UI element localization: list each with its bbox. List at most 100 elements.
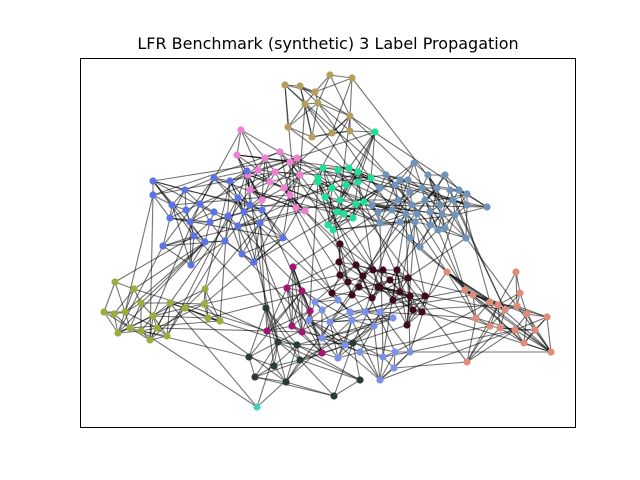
node-mint: [333, 208, 341, 216]
node-steel: [451, 211, 459, 219]
node-steel: [368, 201, 376, 209]
node-pink: [254, 166, 262, 174]
node-salmon: [523, 310, 531, 318]
node-olive: [137, 327, 145, 335]
node-periwinkle: [376, 308, 384, 316]
edge: [304, 103, 350, 169]
edge: [254, 365, 275, 378]
edge: [351, 77, 438, 189]
edge: [193, 235, 267, 309]
edge: [203, 303, 221, 322]
node-darkred: [344, 278, 352, 286]
node-darkred: [352, 261, 360, 269]
node-pink: [266, 178, 274, 186]
edge: [289, 161, 411, 193]
edge: [274, 157, 298, 173]
edge: [444, 227, 467, 239]
node-magenta: [298, 287, 306, 295]
node-steel: [418, 184, 426, 192]
edge: [236, 129, 242, 156]
node-pink: [246, 186, 254, 194]
edge: [246, 170, 267, 309]
edge: [169, 302, 258, 408]
node-blue: [181, 186, 189, 194]
edge: [392, 299, 408, 326]
edge: [295, 207, 375, 327]
edge: [314, 74, 331, 93]
node-steel: [462, 234, 470, 242]
node-steel: [446, 186, 454, 194]
node-periwinkle: [389, 314, 397, 322]
edge: [113, 288, 135, 315]
edge: [299, 359, 361, 381]
edge: [349, 77, 353, 117]
edge: [466, 327, 501, 363]
edge: [259, 222, 279, 343]
node-periwinkle: [379, 353, 387, 361]
node-periwinkle: [376, 376, 384, 384]
node-steel: [421, 196, 429, 204]
edge: [241, 253, 323, 339]
edge: [283, 187, 333, 294]
edge: [499, 327, 525, 344]
node-olive: [126, 324, 134, 332]
node-darkred: [336, 240, 344, 248]
edge: [277, 341, 301, 361]
edge: [409, 214, 456, 353]
node-mint: [336, 196, 344, 204]
node-salmon: [501, 306, 509, 314]
node-olive: [110, 310, 118, 318]
node-blue: [210, 174, 218, 182]
edge: [114, 281, 126, 313]
plot-frame: [80, 58, 576, 428]
node-blue: [201, 238, 209, 246]
edge: [349, 130, 431, 226]
node-blue: [246, 201, 254, 209]
edge: [133, 288, 268, 332]
edge: [299, 103, 306, 176]
edge: [396, 269, 468, 363]
node-blue: [279, 234, 287, 242]
edge: [449, 189, 506, 311]
node-darkslate: [349, 339, 357, 347]
node-olive: [130, 285, 138, 293]
edge: [152, 157, 298, 182]
edge: [266, 330, 303, 333]
node-olive: [153, 324, 161, 332]
edge: [359, 325, 491, 353]
edge: [332, 214, 456, 231]
edge: [296, 344, 361, 381]
node-darkred: [335, 258, 343, 266]
edge: [444, 193, 468, 229]
node-steel: [416, 243, 424, 251]
edge: [301, 331, 396, 353]
edge: [243, 211, 293, 327]
edge: [152, 194, 171, 219]
edge: [329, 74, 351, 117]
node-periwinkle: [346, 308, 354, 316]
edge: [152, 171, 276, 196]
node-salmon: [463, 358, 471, 366]
edge: [358, 191, 411, 288]
edge: [321, 337, 339, 359]
edge: [189, 221, 192, 266]
edge: [515, 271, 518, 307]
edge: [338, 222, 381, 263]
node-darkred: [336, 271, 344, 279]
edge: [399, 237, 411, 293]
edge: [296, 157, 381, 224]
edge: [289, 161, 319, 179]
edge: [379, 351, 396, 381]
node-steel: [434, 226, 442, 234]
node-salmon: [513, 302, 521, 310]
node-steel: [413, 210, 421, 218]
edge: [169, 189, 251, 304]
node-darkslate: [356, 376, 364, 384]
edge: [224, 197, 239, 242]
node-pink: [301, 207, 309, 215]
node-steel: [396, 176, 404, 184]
edge: [359, 351, 381, 381]
edge: [299, 359, 335, 397]
edge: [237, 225, 255, 263]
